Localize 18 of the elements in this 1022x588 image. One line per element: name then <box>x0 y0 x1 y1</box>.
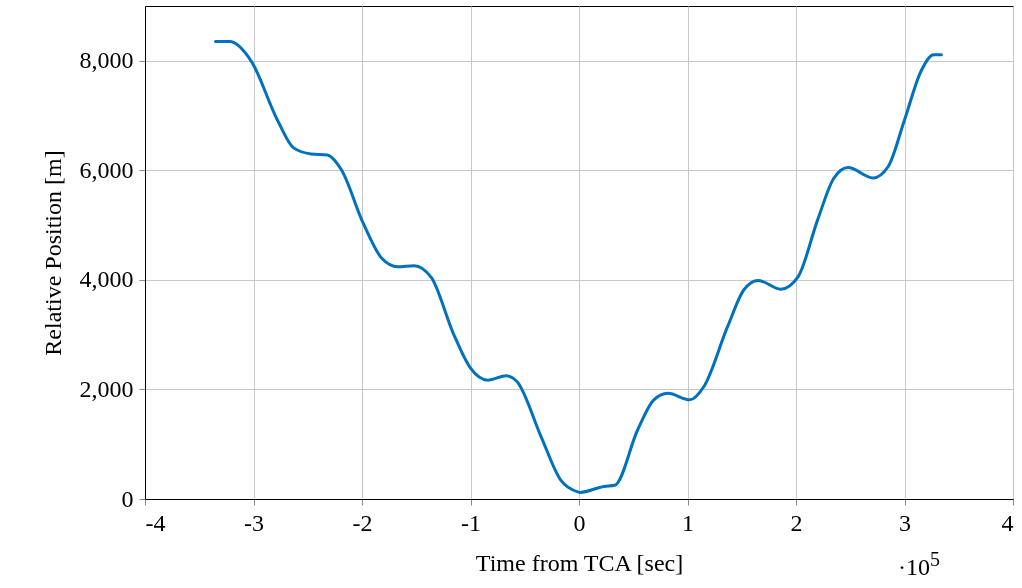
x-tick-label: -1 <box>461 509 481 536</box>
line-series <box>214 40 943 494</box>
y-tick-label: 8,000 <box>79 47 134 74</box>
x-tick-label: 2 <box>790 509 803 536</box>
y-tick-label: 4,000 <box>79 266 134 293</box>
y-axis-title: Relative Position [m] <box>39 150 66 356</box>
x-tick-label: 1 <box>682 509 694 536</box>
y-tick-label: 0 <box>121 485 134 512</box>
x-tick-label: -4 <box>145 509 166 536</box>
x-tick-label: 4 <box>1001 509 1014 536</box>
text: ·10$^{5}$ <box>898 548 940 581</box>
x-tick-label: -2 <box>352 509 373 536</box>
y-tick-label: 2,000 <box>79 375 134 402</box>
x-tick-label: -3 <box>244 509 264 536</box>
y-tick-label: 6,000 <box>79 156 134 183</box>
x-tick-label: 3 <box>899 509 911 536</box>
x-axis-title: Time from TCA [sec] <box>475 549 684 576</box>
x-tick-label: 0 <box>573 509 586 536</box>
